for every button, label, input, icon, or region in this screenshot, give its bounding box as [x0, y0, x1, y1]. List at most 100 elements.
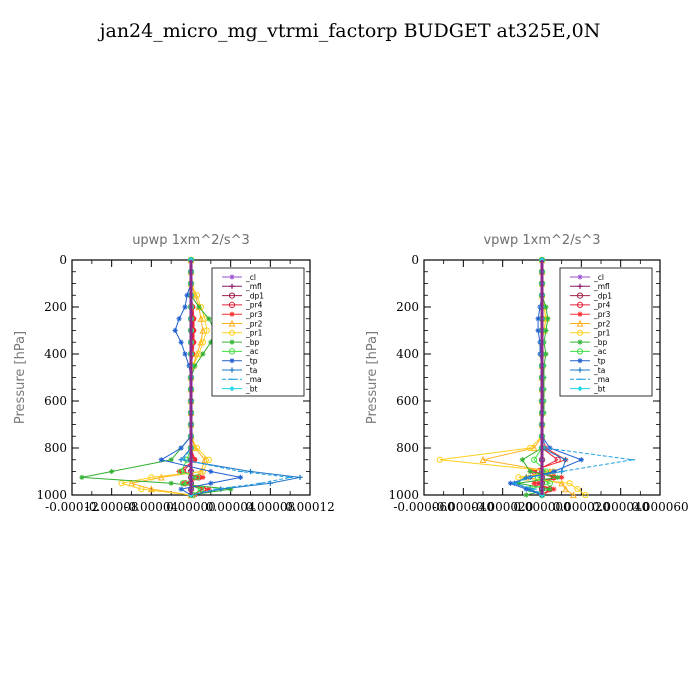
data-point — [199, 339, 206, 346]
legend-label: _ta — [593, 366, 605, 375]
data-point — [182, 304, 188, 310]
y-tick-label: 1000 — [36, 488, 67, 502]
data-point — [206, 316, 212, 322]
legend-label: _cl — [593, 273, 604, 282]
data-point — [563, 457, 569, 463]
legend-marker — [229, 339, 235, 345]
data-point — [570, 491, 577, 499]
data-point — [555, 474, 561, 480]
legend-entry: _dp1 — [570, 291, 612, 300]
data-point — [228, 486, 234, 492]
legend-label: _tp — [245, 357, 258, 366]
data-point — [551, 486, 557, 492]
legend-marker — [576, 292, 584, 299]
legend-entry: _pr3 — [570, 310, 611, 319]
y-tick-label: 0 — [411, 253, 419, 267]
data-point — [519, 457, 525, 463]
legend-entry: _mfl — [570, 282, 610, 291]
y-tick-label: 800 — [396, 441, 419, 455]
data-point — [535, 316, 541, 322]
legend-entry: _bt — [222, 384, 258, 393]
panel-title: upwp 1xm^2/s^3 — [132, 233, 250, 248]
legend-entry: _ac — [222, 347, 258, 356]
data-point — [237, 474, 244, 480]
legend-label: _bt — [593, 384, 606, 393]
data-point — [578, 457, 584, 463]
data-point — [109, 468, 115, 475]
legend-label: _pr2 — [593, 319, 611, 328]
x-tick-label: 0.000060 — [631, 500, 688, 514]
legend-label: _ma — [245, 375, 262, 384]
x-tick-label: -0.000020 — [472, 500, 533, 514]
y-tick-label: 600 — [396, 394, 419, 408]
data-point — [193, 444, 201, 452]
data-point — [208, 468, 214, 475]
legend-entry: _bt — [570, 384, 606, 393]
legend-entry: _bp — [222, 338, 260, 347]
data-point — [176, 316, 182, 322]
data-point — [184, 292, 190, 298]
x-tick-label: 0.00012 — [285, 500, 335, 514]
data-point — [479, 456, 487, 463]
legend-marker — [229, 358, 235, 364]
data-point — [192, 363, 198, 369]
data-point — [197, 486, 205, 493]
x-tick-label: -0.00012 — [45, 500, 99, 514]
legend-label: _bp — [245, 338, 260, 347]
data-point — [547, 445, 553, 451]
data-point — [543, 327, 549, 334]
y-tick-label: 0 — [59, 253, 67, 267]
data-point — [218, 486, 224, 492]
legend-entry: _dp1 — [222, 291, 264, 300]
data-point — [176, 468, 182, 475]
x-tick-label: 0.00008 — [246, 500, 296, 514]
legend-marker — [229, 367, 235, 373]
legend-marker — [576, 329, 584, 336]
legend-entry: _mfl — [222, 282, 262, 291]
legend-marker — [576, 348, 584, 355]
legend-marker — [577, 358, 583, 364]
data-point — [179, 480, 187, 487]
legend-marker — [228, 301, 236, 308]
data-point — [208, 480, 214, 486]
legend-marker — [228, 348, 236, 355]
data-point — [562, 485, 570, 493]
legend-entry: _bp — [570, 338, 608, 347]
data-point — [118, 480, 125, 487]
legend-label: _ac — [593, 347, 606, 356]
x-tick-label: -0.000040 — [433, 500, 494, 514]
data-point — [247, 468, 254, 475]
data-point — [200, 474, 206, 480]
legend-label: _cl — [245, 273, 256, 282]
legend-marker — [229, 274, 235, 280]
x-tick-label: 0.000040 — [592, 500, 649, 514]
data-point — [192, 457, 198, 463]
data-point — [515, 474, 522, 481]
data-point — [178, 445, 184, 451]
data-point — [177, 468, 185, 475]
legend-entry: _ma — [570, 375, 610, 384]
legend-label: _pr2 — [245, 319, 263, 328]
page-title: jan24_micro_mg_vtrmi_factorp BUDGET at32… — [99, 20, 601, 42]
legend-box — [559, 267, 653, 397]
legend-entry: _pr1 — [222, 329, 263, 338]
data-point — [523, 486, 529, 492]
legend-marker — [576, 319, 584, 327]
legend-label: _tp — [593, 357, 606, 366]
legend-label: _mfl — [245, 282, 262, 291]
legend-label: _ma — [593, 375, 610, 384]
x-tick-label: -0.00004 — [124, 500, 178, 514]
data-point — [543, 351, 549, 357]
data-point — [574, 486, 581, 493]
data-point — [546, 480, 553, 487]
legend-entry: _pr4 — [570, 301, 611, 310]
y-tick-label: 800 — [44, 441, 67, 455]
data-point — [531, 456, 538, 463]
data-point — [168, 457, 174, 463]
data-point — [543, 304, 549, 310]
legend-entry: _ta — [222, 366, 257, 375]
legend-marker — [577, 339, 583, 345]
data-point — [545, 316, 551, 322]
